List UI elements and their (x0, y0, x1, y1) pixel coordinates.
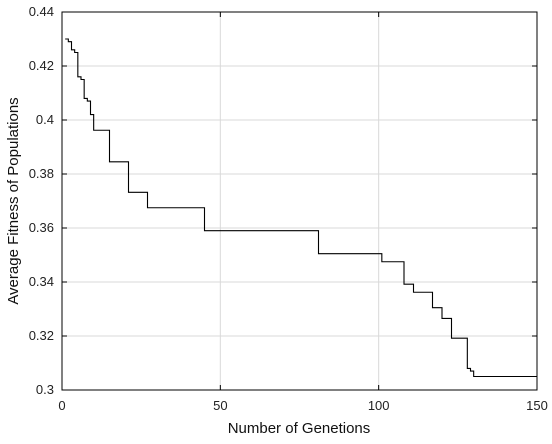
y-tick-label: 0.3 (36, 382, 54, 397)
x-tick-label: 100 (368, 398, 390, 413)
series-layer (65, 38, 537, 378)
plot-frame (61, 11, 538, 391)
y-axis-title: Average Fitness of Populations (5, 97, 22, 304)
series-line (65, 38, 537, 378)
y-tick-label: 0.4 (36, 112, 54, 127)
x-tick-label: 0 (58, 398, 65, 413)
y-tick-labels: 0.3 0.32 0.34 0.36 0.38 0.4 0.42 0.44 (29, 4, 54, 397)
x-tick-labels: 0 50 100 150 (58, 398, 547, 413)
y-tick-label: 0.34 (29, 274, 54, 289)
x-tick-label: 150 (526, 398, 548, 413)
x-tick-label: 50 (213, 398, 227, 413)
y-tick-label: 0.38 (29, 166, 54, 181)
gridlines (62, 12, 537, 390)
y-tick-label: 0.44 (29, 4, 54, 19)
y-tick-label: 0.36 (29, 220, 54, 235)
y-tick-label: 0.42 (29, 58, 54, 73)
y-tick-label: 0.32 (29, 328, 54, 343)
x-axis-title: Number of Genetions (228, 420, 371, 437)
tick-marks (61, 11, 538, 391)
plot-background (62, 12, 537, 390)
